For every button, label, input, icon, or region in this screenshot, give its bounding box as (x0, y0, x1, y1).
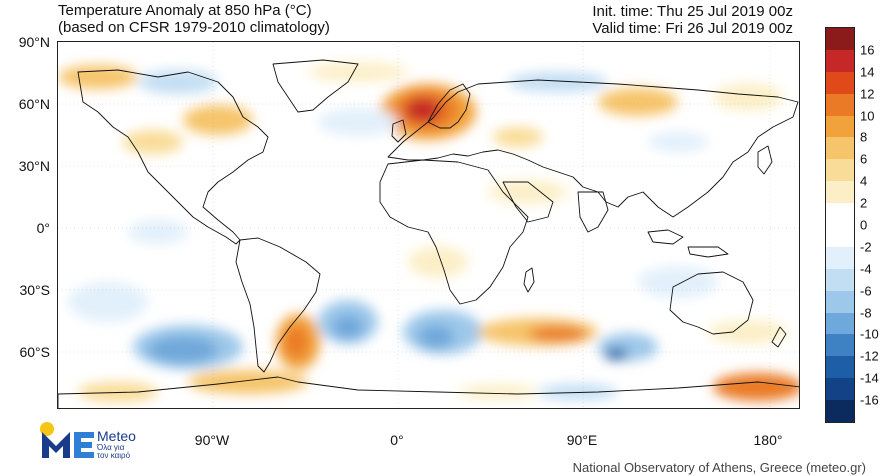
lat-tick-label: 30°S (19, 282, 50, 298)
colorbar-tick-label: 16 (860, 42, 875, 58)
colorbar-tick-label: -6 (860, 283, 872, 299)
colorbar-tick-label: -12 (860, 348, 879, 364)
logo-tagline-line-2: τον καιρό (97, 451, 131, 460)
colorbar-swatch (826, 115, 854, 138)
colorbar-tick-label: -10 (860, 326, 879, 342)
colorbar-swatch (826, 93, 854, 117)
title-line-1: Temperature Anomaly at 850 hPa (°C) (58, 2, 312, 19)
colorbar-swatch (826, 268, 854, 292)
anomaly-shading (58, 62, 799, 402)
colorbar-swatch (826, 137, 854, 160)
colorbar-tick-label: 14 (860, 64, 875, 80)
colorbar-tick-label: 8 (860, 129, 868, 145)
colorbar-tick-label: 12 (860, 86, 875, 102)
colorbar-swatch (826, 400, 854, 423)
coastlines (58, 59, 799, 408)
colorbar-swatch (826, 28, 854, 51)
title-line-2: (based on CFSR 1979-2010 climatology) (58, 19, 330, 36)
colorbar-tick-label: 10 (860, 108, 875, 124)
colorbar-swatch (826, 290, 854, 314)
lat-tick-label: 90°N (18, 34, 50, 50)
colorbar-swatch (826, 225, 854, 248)
colorbar-swatch (826, 71, 854, 95)
logo-tagline: Όλα για τον καιρό (97, 444, 130, 460)
colorbar-swatch (826, 378, 854, 401)
colorbar (825, 27, 855, 423)
anomaly-map-svg (58, 42, 799, 408)
colorbar-swatch (826, 203, 854, 226)
lon-tick-label: 90°E (566, 432, 598, 448)
lon-tick-label: 180° (753, 432, 783, 448)
colorbar-tick-label: -14 (860, 370, 879, 386)
colorbar-swatch (826, 246, 854, 270)
colorbar-tick-label: -8 (860, 305, 872, 321)
lat-tick-label: 30°N (18, 158, 50, 174)
colorbar-swatch (826, 356, 854, 379)
lat-tick-label: 0° (36, 220, 50, 236)
anomaly-map (57, 41, 800, 409)
colorbar-tick-label: -4 (860, 261, 872, 277)
graticule (58, 42, 799, 408)
valid-time: Valid time: Fri 26 Jul 2019 00z (592, 20, 793, 37)
colorbar-tick-label: 4 (860, 173, 868, 189)
map-title: Temperature Anomaly at 850 hPa (°C) (bas… (58, 2, 330, 36)
colorbar-swatch (826, 49, 854, 73)
colorbar-swatch (826, 334, 854, 357)
lat-tick-label: 60°N (18, 96, 50, 112)
colorbar-tick-label: -2 (860, 239, 872, 255)
lon-tick-label: 90°W (194, 432, 230, 448)
colorbar-swatch (826, 181, 854, 204)
init-time: Init. time: Thu 25 Jul 2019 00z (592, 3, 793, 20)
credit-text: National Observatory of Athens, Greece (… (572, 460, 866, 475)
lon-tick-label: 0° (390, 432, 404, 448)
colorbar-tick-label: -16 (860, 392, 879, 408)
logo-name: Meteo (97, 428, 136, 444)
logo-tagline-line-1: Όλα για (97, 443, 125, 452)
meteo-logo-icon (40, 422, 94, 458)
colorbar-tick-label: 6 (860, 151, 868, 167)
lat-tick-label: 60°S (19, 344, 50, 360)
forecast-times: Init. time: Thu 25 Jul 2019 00z Valid ti… (592, 3, 793, 37)
colorbar-tick-label: 0 (860, 217, 868, 233)
colorbar-swatch (826, 159, 854, 182)
colorbar-swatch (826, 312, 854, 335)
colorbar-tick-label: 2 (860, 195, 868, 211)
